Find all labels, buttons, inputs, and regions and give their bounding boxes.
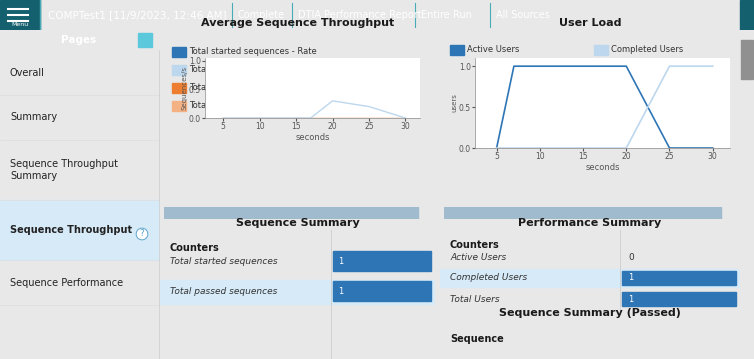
Text: 1: 1 [339,257,344,266]
Y-axis label: Sequences/s: Sequences/s [181,66,187,110]
Bar [622,271,736,285]
Text: Counters: Counters [450,240,500,250]
Text: Completed Users: Completed Users [611,46,683,55]
Text: Total passed sequences - Rate: Total passed sequences - Rate [189,65,317,75]
Bar [172,47,186,57]
Text: 1: 1 [628,274,633,283]
Text: Overall: Overall [10,67,45,78]
Bar [740,0,754,30]
Y-axis label: users: users [452,94,458,112]
Text: 1: 1 [339,288,344,297]
Text: Total failed sequences - Rate: Total failed sequences - Rate [189,102,310,111]
Bar [0,0,40,30]
Text: Total started sequences: Total started sequences [170,257,277,266]
Text: Complete: Complete [238,10,285,20]
Bar [450,45,464,55]
Title: Sequence Summary: Sequence Summary [235,218,360,228]
Text: All Sources: All Sources [496,10,550,20]
Title: Average Sequence Throughput: Average Sequence Throughput [201,18,394,28]
Bar [440,269,740,287]
Title: Sequence Summary (Passed): Sequence Summary (Passed) [499,308,681,318]
Text: Entire Run: Entire Run [421,10,472,20]
Text: Menu: Menu [11,22,29,27]
Text: Active Users: Active Users [467,46,520,55]
Bar [594,45,608,55]
Bar [0,200,160,260]
Text: DTIA Performance Report: DTIA Performance Report [298,10,421,20]
X-axis label: seconds: seconds [585,163,620,172]
Bar [172,83,186,93]
Bar [160,280,435,304]
Bar [333,251,431,271]
Text: Counters: Counters [170,243,219,253]
Text: 0: 0 [628,252,634,261]
Text: 1: 1 [628,294,633,303]
Text: Summary: Summary [10,112,57,122]
Text: Sequence Throughput
Summary: Sequence Throughput Summary [10,159,118,181]
Bar [172,65,186,75]
Bar [333,281,431,301]
Text: ?: ? [139,229,144,238]
Text: Sequence Throughput: Sequence Throughput [10,225,132,235]
Text: Completed Users: Completed Users [450,274,527,283]
Text: Pages: Pages [61,35,96,45]
Bar [138,33,152,47]
Title: Performance Summary: Performance Summary [519,218,661,228]
Text: Sequence: Sequence [450,334,504,344]
Bar [172,101,186,111]
Text: COMPTest1 [11/9/2023, 12:46 AM]: COMPTest1 [11/9/2023, 12:46 AM] [48,10,227,20]
Text: Total passed sequences: Total passed sequences [170,288,277,297]
Bar [622,292,736,306]
X-axis label: seconds: seconds [296,132,329,141]
Text: Total started sequences - Rate: Total started sequences - Rate [189,47,317,56]
Text: Total Users: Total Users [450,294,500,303]
Text: Total timed out sequences - Rate: Total timed out sequences - Rate [189,84,327,93]
Title: User Load: User Load [559,18,621,28]
Text: Sequence Performance: Sequence Performance [10,278,123,288]
Text: Active Users: Active Users [450,252,506,261]
Bar [741,40,752,79]
